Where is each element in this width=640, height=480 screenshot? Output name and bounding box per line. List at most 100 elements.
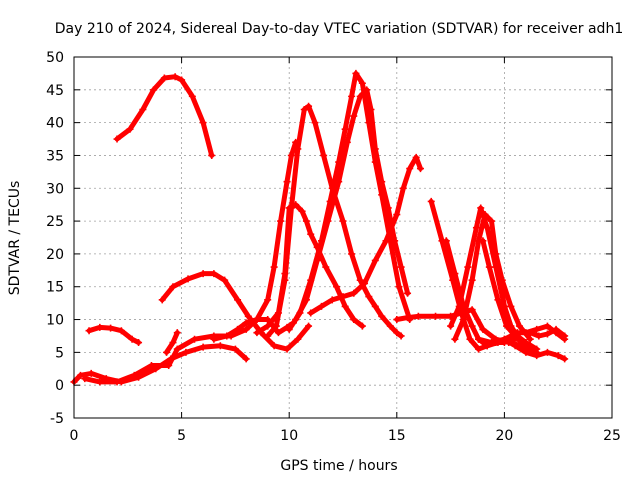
data-point: [487, 230, 495, 238]
x-axis-label: GPS time / hours: [280, 458, 397, 474]
data-point: [81, 375, 89, 383]
y-tick-label: 40: [46, 116, 64, 132]
data-point: [472, 224, 480, 232]
data-point: [130, 371, 138, 379]
data-point: [507, 322, 515, 330]
data-point: [223, 332, 231, 340]
data-point: [522, 329, 530, 337]
data-point: [361, 279, 369, 287]
data-point: [339, 217, 347, 225]
data-point: [126, 125, 134, 133]
data-point: [384, 204, 392, 212]
data-point: [414, 312, 422, 320]
data-point: [158, 296, 166, 304]
data-point: [283, 178, 291, 186]
data-point: [358, 79, 366, 87]
data-point: [87, 369, 95, 377]
data-point: [348, 250, 356, 258]
y-tick-label: 30: [46, 181, 64, 197]
data-point: [173, 329, 181, 337]
data-point: [397, 332, 405, 340]
data-point: [432, 312, 440, 320]
chart-title: Day 210 of 2024, Sidereal Day-to-day VTE…: [55, 21, 623, 37]
data-point: [117, 327, 125, 335]
y-tick-label: -5: [50, 411, 64, 427]
y-axis-label: SDTVAR / TECUs: [7, 181, 23, 296]
data-point: [328, 296, 336, 304]
data-point: [242, 319, 250, 327]
data-point: [277, 217, 285, 225]
data-point: [427, 197, 435, 205]
data-point: [399, 184, 407, 192]
data-point: [485, 263, 493, 271]
data-point: [397, 263, 405, 271]
data-point: [307, 230, 315, 238]
data-point: [378, 312, 386, 320]
data-point: [307, 309, 315, 317]
data-point: [442, 237, 450, 245]
data-point: [294, 335, 302, 343]
data-point: [352, 69, 360, 77]
data-point: [552, 329, 560, 337]
data-point: [483, 224, 491, 232]
data-point: [85, 327, 93, 335]
data-point: [356, 92, 364, 100]
data-point: [475, 345, 483, 353]
data-point: [416, 165, 424, 173]
y-tick-label: 0: [55, 378, 64, 394]
data-point: [302, 296, 310, 304]
data-point: [199, 270, 207, 278]
data-point: [184, 275, 192, 283]
data-point: [350, 289, 358, 297]
data-point: [487, 339, 495, 347]
data-point: [479, 237, 487, 245]
data-point: [313, 256, 321, 264]
data-point: [216, 342, 224, 350]
data-point: [298, 207, 306, 215]
data-point: [302, 217, 310, 225]
data-point: [406, 165, 414, 173]
data-point: [561, 335, 569, 343]
data-point: [455, 302, 463, 310]
data-point: [371, 256, 379, 264]
data-point: [208, 151, 216, 159]
data-point: [460, 316, 468, 324]
data-point: [169, 283, 177, 291]
data-point: [139, 106, 147, 114]
data-point: [339, 293, 347, 301]
data-point: [300, 106, 308, 114]
data-point: [500, 335, 508, 343]
x-tick-label: 15: [388, 428, 406, 444]
data-point: [150, 86, 158, 94]
data-point: [322, 263, 330, 271]
x-tick-labels: 0 5 10 15 20 25: [70, 428, 621, 444]
y-tick-label: 45: [46, 83, 64, 99]
data-point: [543, 348, 551, 356]
data-point: [350, 112, 358, 120]
data-point: [468, 276, 476, 284]
data-point: [511, 342, 519, 350]
x-tick-label: 20: [495, 428, 513, 444]
data-point: [242, 325, 250, 333]
data-point: [535, 332, 543, 340]
series-trace: [114, 74, 215, 158]
y-tick-label: 25: [46, 214, 64, 230]
series-arc-7: [210, 138, 300, 343]
data-point: [234, 296, 242, 304]
y-tick-label: 20: [46, 247, 64, 263]
data-point: [182, 348, 190, 356]
data-point: [305, 322, 313, 330]
data-point: [363, 86, 371, 94]
data-point: [320, 151, 328, 159]
data-point: [335, 178, 343, 186]
data-point: [285, 325, 293, 333]
data-point: [270, 263, 278, 271]
data-point: [533, 352, 541, 360]
data-point: [292, 316, 300, 324]
data-point: [294, 145, 302, 153]
data-point: [393, 316, 401, 324]
data-point: [477, 204, 485, 212]
data-point: [135, 339, 143, 347]
data-point: [378, 178, 386, 186]
data-point: [210, 335, 218, 343]
